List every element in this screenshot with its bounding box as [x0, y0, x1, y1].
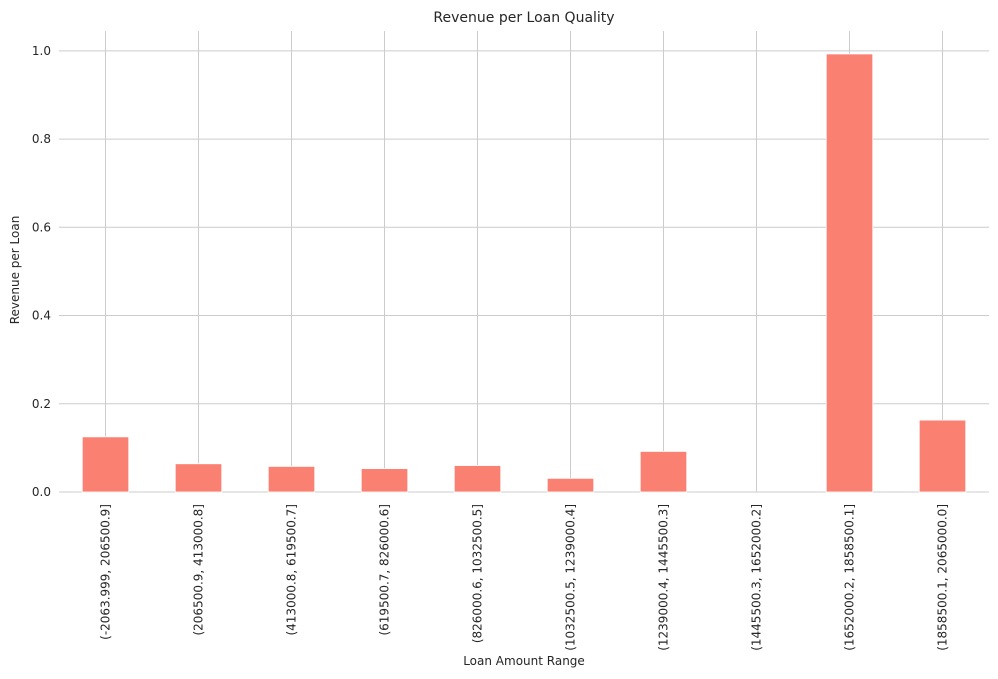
- x-tick-label: (1032500.5, 1239000.4]: [564, 504, 578, 651]
- x-tick-label: (1239000.4, 1445500.3]: [657, 504, 671, 651]
- bar: [360, 468, 409, 493]
- bar: [918, 419, 967, 493]
- bar: [174, 463, 223, 493]
- x-tick-label: (1445500.3, 1652000.2]: [750, 504, 764, 651]
- y-tick-label: 1.0: [32, 44, 51, 58]
- x-tick-label: (1652000.2, 1858500.1]: [843, 504, 857, 651]
- y-tick-label: 0.2: [32, 397, 51, 411]
- grid: [59, 31, 989, 493]
- x-tick-label: (619500.7, 826000.6]: [378, 504, 392, 636]
- x-ticks: (-2063.999, 206500.9] (206500.9, 413000.8…: [99, 504, 950, 651]
- bar: [825, 53, 874, 493]
- y-tick-label: 0.0: [32, 485, 51, 499]
- bars: [81, 53, 967, 493]
- x-tick-label: (1858500.1, 2065000.0]: [936, 504, 950, 651]
- y-axis-label: Revenue per Loan: [8, 216, 22, 325]
- bar: [639, 451, 688, 493]
- y-tick-label: 0.8: [32, 132, 51, 146]
- x-axis-label: Loan Amount Range: [463, 654, 585, 668]
- y-ticks: 0.0 0.2 0.4 0.6 0.8 1.0: [32, 44, 51, 499]
- x-tick-label: (826000.6, 1032500.5]: [471, 504, 485, 643]
- x-tick-label: (413000.8, 619500.7]: [285, 504, 299, 636]
- bar: [453, 465, 502, 493]
- chart-title: Revenue per Loan Quality: [433, 10, 614, 26]
- x-tick-label: (206500.9, 413000.8]: [192, 504, 206, 636]
- y-tick-label: 0.6: [32, 220, 51, 234]
- bar: [81, 436, 130, 493]
- bar: [267, 466, 316, 493]
- x-tick-label: (-2063.999, 206500.9]: [99, 504, 113, 640]
- y-tick-label: 0.4: [32, 309, 51, 323]
- bar: [546, 477, 595, 493]
